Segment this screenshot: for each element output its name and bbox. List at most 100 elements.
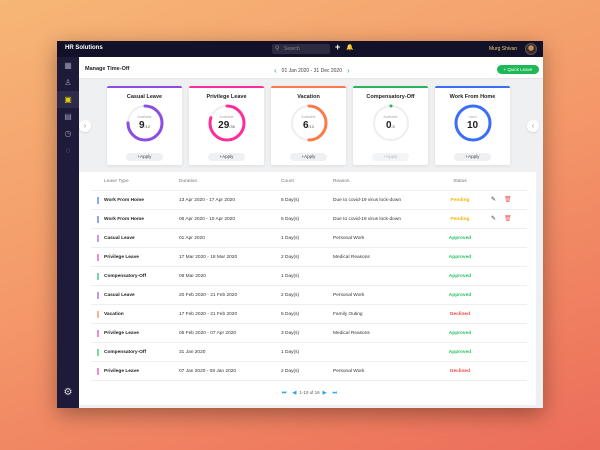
progress-arc bbox=[372, 104, 410, 142]
dashboard-icon[interactable]: ▦ bbox=[64, 61, 72, 70]
count: 5 Day(s) bbox=[281, 217, 300, 222]
total: /36 bbox=[229, 124, 235, 129]
leave-type: Work From Home bbox=[104, 217, 144, 222]
table-row[interactable]: Casual Leave 20 Feb 2020 - 21 Feb 2020 2… bbox=[91, 286, 527, 305]
status-badge: Declined bbox=[450, 369, 470, 374]
card-value: 29/36 bbox=[189, 120, 264, 131]
card-title: Privilege Leave bbox=[206, 94, 247, 100]
type-marker bbox=[97, 330, 99, 337]
type-marker bbox=[97, 197, 99, 204]
status-badge: Approved bbox=[448, 331, 472, 336]
card-label: Available bbox=[137, 115, 152, 119]
value: 0 bbox=[386, 120, 392, 131]
table-row[interactable]: Compensatory-Off 06 Mar 2020 1 Day(s) Ap… bbox=[91, 267, 527, 286]
table-row[interactable]: Privilege Leave 05 Feb 2020 - 07 Apr 202… bbox=[91, 324, 527, 343]
search-icon: ⚲ bbox=[275, 46, 280, 52]
card-label: Available bbox=[383, 115, 398, 119]
progress-ring bbox=[126, 104, 164, 142]
cards-next-button[interactable]: ‹ bbox=[527, 120, 539, 132]
add-icon[interactable]: + bbox=[335, 42, 341, 52]
card-accent bbox=[353, 86, 428, 88]
calendar-icon[interactable]: ▤ bbox=[64, 112, 72, 121]
clock-icon[interactable]: ◷ bbox=[64, 129, 72, 138]
card-accent bbox=[435, 86, 510, 88]
table-row[interactable]: Compensatory-Off 31 Jan 2020 1 Day(s) Ap… bbox=[91, 343, 527, 362]
reason: Medical Reasons bbox=[333, 255, 370, 260]
reason: Personal Work bbox=[333, 293, 365, 298]
table-header: Leave Type Duration Count Reason Status bbox=[91, 179, 527, 191]
card-title: Vacation bbox=[297, 94, 320, 100]
apply-button[interactable]: +Apply bbox=[208, 153, 245, 161]
leave-type: Privilege Leave bbox=[104, 369, 139, 374]
subheader: Manage Time-Off ‹ 01 Jan 2020 - 31 Dec 20… bbox=[79, 57, 543, 79]
duration: 20 Feb 2020 - 21 Feb 2020 bbox=[179, 293, 238, 298]
user-icon[interactable]: ♙ bbox=[64, 78, 72, 87]
reason: Family Outing bbox=[333, 312, 363, 317]
status-badge: Approved bbox=[448, 274, 472, 279]
table-row[interactable]: Privilege Leave 17 Mar 2020 - 18 Mar 202… bbox=[91, 248, 527, 267]
first-page-icon[interactable]: ⏮ bbox=[282, 390, 287, 396]
table-row[interactable]: Privilege Leave 07 Jan 2020 - 08 Jan 202… bbox=[91, 362, 527, 381]
next-page-icon[interactable]: ▶ bbox=[322, 390, 327, 396]
leave-type: Casual Leave bbox=[104, 293, 135, 298]
total: /12 bbox=[144, 124, 151, 129]
reason: Due to covid-19 virus lock-down bbox=[333, 198, 401, 203]
search-input[interactable]: ⚲ Search bbox=[272, 44, 330, 54]
status-badge: Pending bbox=[450, 198, 470, 203]
leave-card: Compensatory-Off Available 0/2 +Apply bbox=[353, 86, 428, 165]
date-range-label: 01 Jan 2020 - 31 Dec 2020 bbox=[281, 68, 342, 74]
count: 1 Day(s) bbox=[281, 274, 300, 279]
table-row[interactable]: Work From Home 13 Apr 2020 - 17 Apr 2020… bbox=[91, 191, 527, 210]
count: 5 Day(s) bbox=[281, 198, 300, 203]
apply-button[interactable]: +Apply bbox=[126, 153, 163, 161]
card-accent bbox=[189, 86, 264, 88]
duration: 01 Apr 2020 bbox=[179, 236, 205, 241]
edit-icon[interactable]: ✎ bbox=[491, 216, 497, 222]
next-range-icon[interactable]: › bbox=[347, 66, 350, 75]
page-label: 1-10 of 16 bbox=[299, 390, 320, 395]
count: 1 Day(s) bbox=[281, 236, 300, 241]
prev-range-icon[interactable]: ‹ bbox=[274, 66, 277, 75]
type-marker bbox=[97, 216, 99, 223]
cards-prev-button[interactable]: › bbox=[79, 120, 91, 132]
notification-icon[interactable]: 🔔 bbox=[346, 45, 354, 51]
count: 3 Day(s) bbox=[281, 331, 300, 336]
calendar-leave-icon[interactable]: ▣ bbox=[57, 91, 79, 108]
sidebar: ▦ ♙ ▣ ▤ ◷ ◌ ⚙ bbox=[57, 57, 79, 408]
last-page-icon[interactable]: ⏭ bbox=[332, 390, 338, 396]
count: 2 Day(s) bbox=[281, 255, 300, 260]
page-title: Manage Time-Off bbox=[85, 66, 130, 72]
type-marker bbox=[97, 349, 99, 356]
header-duration: Duration bbox=[179, 179, 198, 184]
table-row[interactable]: Work From Home 06 Apr 2020 - 10 Apr 2020… bbox=[91, 210, 527, 229]
duration: 06 Mar 2020 bbox=[179, 274, 206, 279]
delete-icon[interactable]: 🗑 bbox=[504, 216, 512, 222]
card-value: 6/12 bbox=[271, 120, 346, 131]
card-title: Work From Home bbox=[449, 94, 496, 100]
type-marker bbox=[97, 273, 99, 280]
apply-button[interactable]: +Apply bbox=[290, 153, 327, 161]
delete-icon[interactable]: 🗑 bbox=[504, 197, 512, 203]
progress-arc bbox=[290, 104, 328, 142]
card-accent bbox=[107, 86, 182, 88]
leave-type: Privilege Leave bbox=[104, 331, 139, 336]
leave-card: Work From Home Used 10 +Apply bbox=[435, 86, 510, 165]
settings-icon[interactable]: ⚙ bbox=[63, 387, 73, 398]
value: 6 bbox=[302, 120, 309, 131]
avatar[interactable] bbox=[525, 43, 537, 55]
chat-icon[interactable]: ◌ bbox=[65, 146, 71, 155]
user-name[interactable]: Murg Shivan bbox=[489, 46, 518, 52]
table-row[interactable]: Vacation 17 Feb 2020 - 21 Feb 2020 5 Day… bbox=[91, 305, 527, 324]
progress-arc bbox=[126, 104, 164, 142]
duration: 31 Jan 2020 bbox=[179, 350, 206, 355]
quick-leave-button[interactable]: + Quick Leave bbox=[497, 65, 539, 74]
status-badge: Approved bbox=[448, 350, 472, 355]
table-row[interactable]: Casual Leave 01 Apr 2020 1 Day(s) Person… bbox=[91, 229, 527, 248]
prev-page-icon[interactable]: ◀ bbox=[292, 390, 297, 396]
apply-button[interactable]: +Apply bbox=[372, 153, 409, 161]
leave-type: Compensatory-Off bbox=[104, 350, 147, 355]
duration: 17 Feb 2020 - 21 Feb 2020 bbox=[179, 312, 238, 317]
apply-button[interactable]: +Apply bbox=[454, 153, 491, 161]
leave-type: Vacation bbox=[104, 312, 124, 317]
edit-icon[interactable]: ✎ bbox=[491, 197, 497, 203]
